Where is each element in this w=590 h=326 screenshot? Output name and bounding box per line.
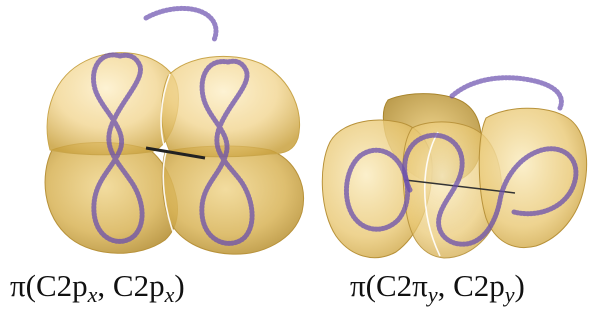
right-nodal-seam	[423, 131, 441, 257]
right-front-lobe-right	[478, 107, 588, 248]
right-dot-tail	[449, 75, 564, 111]
left-bottom-lobe-left	[44, 142, 178, 254]
pi-px-px-orbital	[44, 5, 304, 255]
right-bond-axis	[404, 179, 516, 194]
right-dot-loop-2	[402, 132, 579, 247]
caption-right: π(C2πy, C2py)	[350, 268, 525, 307]
caption-left: π(C2px, C2px)	[10, 268, 185, 307]
left-dot-curve-2	[199, 58, 255, 246]
left-top-lobe-left	[46, 52, 179, 156]
left-dot-curve-1	[91, 52, 145, 244]
right-dot-loop-1	[344, 147, 410, 232]
left-bond-axis	[145, 146, 206, 160]
pi-piy-py-orbital	[321, 75, 588, 259]
left-bottom-lobe-right	[161, 145, 304, 255]
left-dot-tail	[143, 5, 219, 43]
